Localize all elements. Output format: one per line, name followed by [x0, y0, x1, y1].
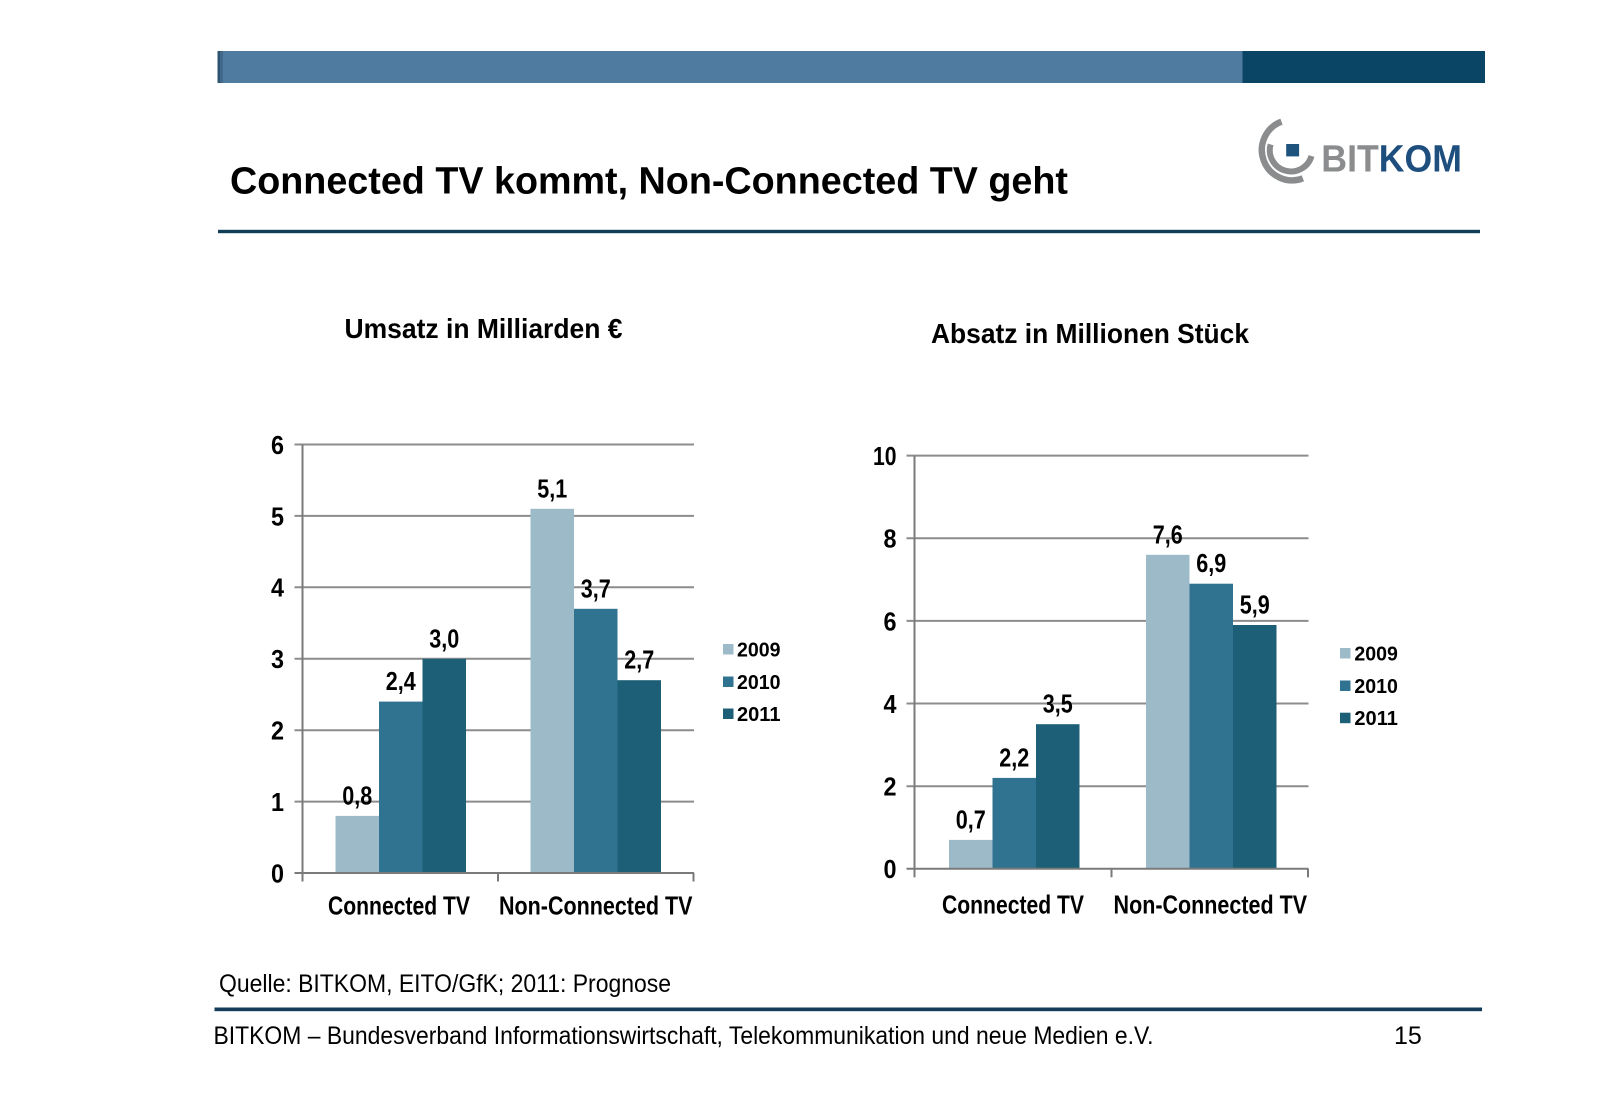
svg-text:2009: 2009 — [1354, 644, 1398, 666]
svg-text:0: 0 — [884, 854, 897, 884]
svg-text:2,7: 2,7 — [624, 645, 654, 675]
svg-text:5,9: 5,9 — [1240, 590, 1270, 620]
svg-text:2,2: 2,2 — [999, 742, 1029, 772]
svg-text:8: 8 — [884, 524, 897, 554]
svg-text:6: 6 — [884, 606, 897, 636]
svg-text:2,4: 2,4 — [386, 666, 416, 696]
svg-text:2009: 2009 — [737, 640, 781, 662]
svg-text:KOM: KOM — [1379, 139, 1462, 181]
svg-text:2011: 2011 — [737, 704, 781, 726]
svg-text:1: 1 — [271, 787, 284, 817]
svg-text:Quelle: BITKOM, EITO/GfK; 2011: Quelle: BITKOM, EITO/GfK; 2011: Prognose — [219, 970, 671, 998]
svg-text:2010: 2010 — [737, 672, 781, 694]
svg-text:3,5: 3,5 — [1043, 689, 1073, 719]
svg-text:0,7: 0,7 — [956, 804, 986, 834]
svg-text:10: 10 — [873, 441, 897, 471]
svg-text:BITKOM – Bundesverband Informa: BITKOM – Bundesverband Informationswirts… — [214, 1022, 1154, 1050]
svg-text:Non-Connected TV: Non-Connected TV — [1114, 890, 1308, 920]
svg-text:15: 15 — [1394, 1022, 1422, 1050]
svg-text:6: 6 — [271, 430, 284, 460]
svg-text:4: 4 — [884, 689, 897, 719]
svg-text:3,0: 3,0 — [429, 623, 459, 653]
svg-text:3: 3 — [271, 644, 284, 674]
svg-text:2: 2 — [884, 772, 897, 802]
svg-text:Connected TV: Connected TV — [328, 891, 471, 921]
svg-text:7,6: 7,6 — [1153, 519, 1183, 549]
svg-text:6,9: 6,9 — [1196, 548, 1226, 578]
svg-text:5: 5 — [271, 501, 284, 531]
svg-text:Connected TV: Connected TV — [942, 890, 1085, 920]
svg-text:Connected TV kommt, Non-Connec: Connected TV kommt, Non-Connected TV geh… — [230, 161, 1068, 203]
svg-text:5,1: 5,1 — [537, 473, 567, 503]
svg-text:2: 2 — [271, 716, 284, 746]
svg-text:2010: 2010 — [1354, 676, 1398, 698]
svg-text:0: 0 — [271, 858, 284, 888]
svg-text:0,8: 0,8 — [342, 780, 372, 810]
svg-text:BIT: BIT — [1321, 139, 1379, 181]
svg-text:3,7: 3,7 — [581, 573, 611, 603]
svg-text:Absatz in Millionen Stück: Absatz in Millionen Stück — [931, 318, 1249, 349]
svg-text:2011: 2011 — [1354, 708, 1398, 730]
svg-text:Non-Connected TV: Non-Connected TV — [499, 891, 693, 921]
svg-text:4: 4 — [271, 573, 284, 603]
svg-text:Umsatz in Milliarden €: Umsatz in Milliarden € — [345, 313, 623, 344]
